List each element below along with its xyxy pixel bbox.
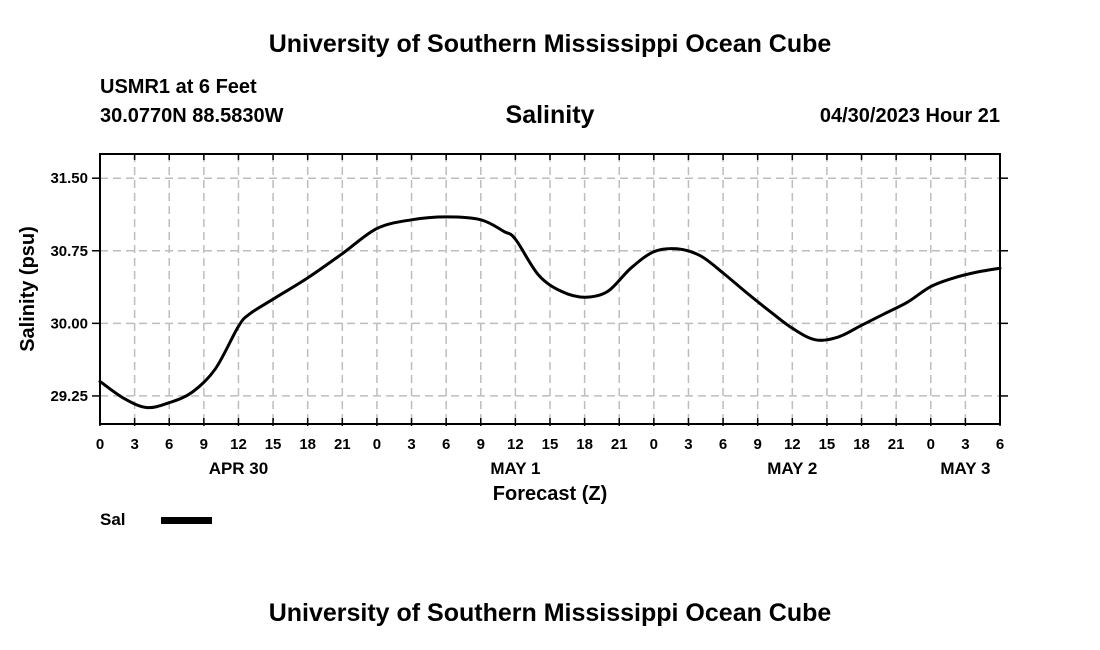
x-tick-label: 15 bbox=[542, 436, 559, 453]
x-tick-label: 6 bbox=[996, 436, 1004, 453]
grid-lines bbox=[100, 154, 1000, 424]
axes: 0 3 6 9 12 15 18 21 0 3 6 9 12 15 18 21 0 3 6 9 12 15 18 21 0 3 6 A… bbox=[50, 154, 1008, 478]
x-tick-label: 18 bbox=[853, 436, 870, 453]
x-tick-label: 6 bbox=[442, 436, 450, 453]
x-tick-label: 9 bbox=[200, 436, 208, 453]
legend-swatch bbox=[161, 517, 212, 524]
y-tick-label: 30.75 bbox=[50, 243, 88, 260]
station-coordinates: 30.0770N 88.5830W bbox=[100, 105, 284, 127]
chart-title: Salinity bbox=[505, 101, 595, 129]
x-tick-label: 6 bbox=[719, 436, 727, 453]
x-tick-label: 21 bbox=[611, 436, 628, 453]
x-tick-label: 12 bbox=[230, 436, 247, 453]
x-tick-label: 21 bbox=[334, 436, 351, 453]
station-label: USMR1 at 6 Feet bbox=[100, 76, 257, 98]
x-tick-label: 3 bbox=[684, 436, 692, 453]
x-tick-label: 0 bbox=[650, 436, 658, 453]
x-tick-label: 21 bbox=[888, 436, 905, 453]
x-tick-label: 0 bbox=[373, 436, 381, 453]
x-date-label: MAY 3 bbox=[940, 459, 990, 478]
x-tick-label: 12 bbox=[784, 436, 801, 453]
series-layer bbox=[98, 215, 1002, 410]
x-tick-label: 18 bbox=[299, 436, 316, 453]
page-title: University of Southern Mississippi Ocean… bbox=[268, 30, 832, 58]
x-tick-label: 3 bbox=[407, 436, 415, 453]
x-date-label: MAY 1 bbox=[490, 459, 540, 478]
x-tick-label: 6 bbox=[165, 436, 173, 453]
y-axis-label: Salinity (psu) bbox=[17, 226, 39, 352]
y-tick-label: 29.25 bbox=[50, 388, 88, 405]
x-date-label: APR 30 bbox=[209, 459, 269, 478]
x-tick-label: 15 bbox=[265, 436, 282, 453]
x-date-label: MAY 2 bbox=[767, 459, 817, 478]
legend-label: Sal bbox=[100, 510, 126, 529]
y-tick-label: 30.00 bbox=[50, 315, 88, 332]
footer-title: University of Southern Mississippi Ocean… bbox=[268, 599, 832, 627]
x-tick-label: 18 bbox=[576, 436, 593, 453]
x-tick-label: 9 bbox=[477, 436, 485, 453]
x-axis-label: Forecast (Z) bbox=[493, 483, 607, 505]
x-tick-label: 15 bbox=[819, 436, 836, 453]
x-tick-label: 3 bbox=[961, 436, 969, 453]
x-tick-label: 0 bbox=[927, 436, 935, 453]
series-line-sal bbox=[98, 215, 1002, 410]
forecast-run-time: 04/30/2023 Hour 21 bbox=[819, 105, 1000, 127]
x-tick-label: 3 bbox=[130, 436, 138, 453]
x-tick-label: 9 bbox=[754, 436, 762, 453]
y-tick-label: 31.50 bbox=[50, 170, 88, 187]
x-tick-label: 0 bbox=[96, 436, 104, 453]
x-tick-label: 12 bbox=[507, 436, 524, 453]
